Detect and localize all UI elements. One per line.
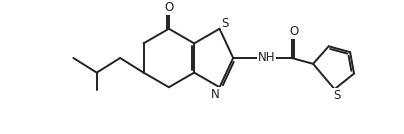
Text: N: N <box>211 88 220 100</box>
Text: O: O <box>164 1 173 14</box>
Text: S: S <box>222 17 229 30</box>
Text: O: O <box>289 25 298 38</box>
Text: S: S <box>333 89 340 102</box>
Text: NH: NH <box>258 51 275 64</box>
